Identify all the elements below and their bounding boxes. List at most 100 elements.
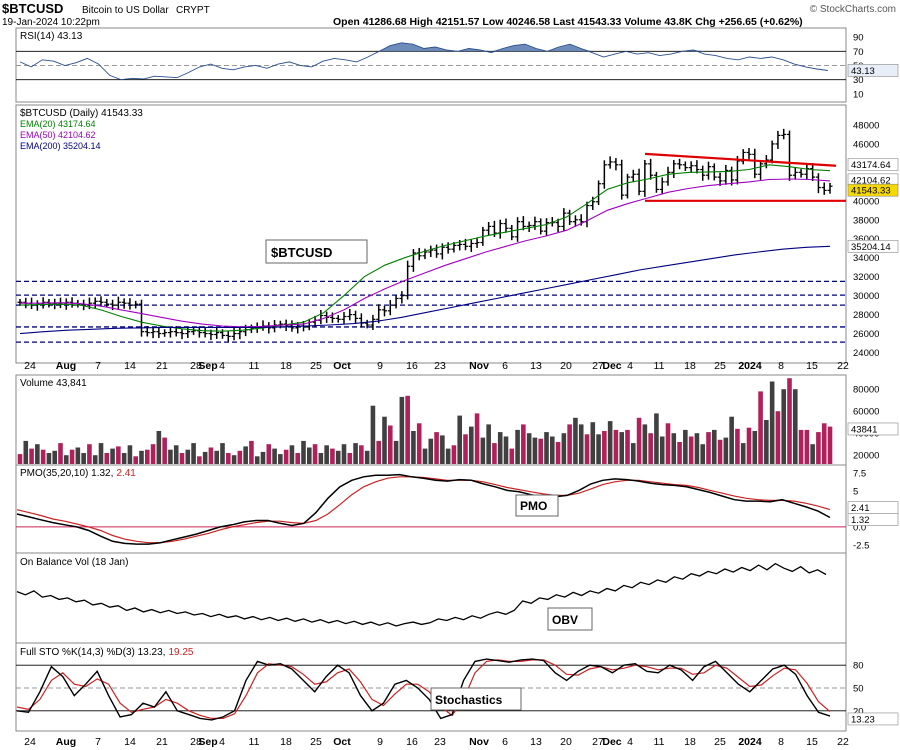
volume-bar bbox=[654, 413, 659, 464]
legend-ema50: EMA(50) 42104.62 bbox=[20, 130, 96, 140]
x-axis-label: 11 bbox=[249, 360, 260, 372]
x-axis-label: 21 bbox=[156, 736, 168, 748]
sto-title-values: Full STO %K(14,3) %D(3) 13.23, bbox=[20, 647, 165, 658]
volume-bar bbox=[185, 449, 191, 464]
obv-panel bbox=[15, 552, 847, 644]
ema200-line bbox=[19, 245, 831, 335]
volume-bar bbox=[735, 428, 740, 464]
x-axis-label: 11 bbox=[654, 736, 665, 748]
x-axis-label: 18 bbox=[280, 736, 292, 748]
volume-bar bbox=[104, 453, 110, 464]
x-axis-label: 13 bbox=[530, 360, 542, 372]
x-axis-label: Oct bbox=[333, 736, 351, 748]
x-axis-label: Aug bbox=[56, 360, 76, 372]
volume-bar bbox=[723, 437, 729, 464]
symbol-annotation: $BTCUSD bbox=[271, 245, 332, 260]
volume-bar bbox=[306, 447, 312, 464]
volume-bar bbox=[792, 389, 798, 464]
volume-bar bbox=[532, 437, 538, 464]
volume-bar bbox=[347, 453, 353, 464]
volume-bar bbox=[474, 413, 480, 464]
volume-bar bbox=[405, 395, 410, 464]
pmo-annotation: PMO bbox=[520, 499, 547, 513]
volume-bar bbox=[706, 432, 711, 464]
volume-bar bbox=[23, 440, 29, 464]
volume-bar bbox=[173, 445, 179, 464]
obv-line bbox=[16, 562, 827, 627]
volume-bar bbox=[121, 453, 127, 464]
volume-bar bbox=[289, 445, 295, 464]
x-axis-label: 20 bbox=[560, 736, 572, 748]
volume-bar bbox=[341, 444, 347, 464]
volume-bar bbox=[798, 429, 804, 464]
x-axis-label: 11 bbox=[249, 736, 260, 748]
volume-bar bbox=[139, 450, 144, 464]
volume-bar bbox=[717, 439, 723, 464]
volume-bar bbox=[810, 444, 815, 464]
volume-bar bbox=[677, 442, 682, 464]
volume-bar bbox=[549, 436, 555, 464]
volume-bar bbox=[457, 415, 463, 464]
x-axis-label: 16 bbox=[406, 360, 418, 372]
x-axis-label: 18 bbox=[280, 360, 292, 372]
volume-bar bbox=[434, 432, 439, 464]
volume-bar bbox=[191, 443, 196, 464]
price-y-tick: 40000 bbox=[853, 196, 879, 207]
volume-bar bbox=[711, 429, 717, 464]
pmo-signal-tag: 2.41 bbox=[851, 503, 870, 514]
x-axis-label: Oct bbox=[333, 360, 351, 372]
rsi-y-tick: 70 bbox=[853, 47, 864, 58]
x-axis-label: Dec bbox=[602, 360, 621, 372]
volume-bar bbox=[295, 453, 301, 464]
price-y-tick: 36000 bbox=[853, 234, 879, 245]
volume-bar bbox=[740, 443, 746, 464]
price-y-tick: 24000 bbox=[853, 348, 879, 359]
volume-bar bbox=[214, 450, 220, 464]
x-axis-label: Nov bbox=[469, 736, 489, 748]
volume-bar bbox=[156, 431, 162, 464]
symbol-title: $BTCUSD bbox=[2, 1, 63, 16]
volume-bar bbox=[683, 429, 688, 464]
volume-bar bbox=[353, 443, 358, 464]
rsi-last-tag-bg bbox=[847, 64, 899, 77]
volume-bar bbox=[671, 433, 677, 464]
sto-last-tag: 13.23 bbox=[851, 714, 875, 725]
volume-bar bbox=[694, 433, 700, 464]
obv-annotation-box bbox=[547, 607, 593, 631]
volume-bar bbox=[503, 436, 509, 464]
price-tag: 43174.64 bbox=[851, 160, 891, 171]
volume-bar bbox=[526, 433, 532, 464]
volume-bar bbox=[625, 429, 630, 464]
volume-bar bbox=[538, 438, 544, 464]
volume-bar bbox=[630, 443, 636, 464]
x-axis-label: 7 bbox=[95, 360, 101, 372]
x-axis-label: 28 bbox=[190, 736, 202, 748]
volume-title: Volume 43,841 bbox=[20, 378, 87, 389]
price-y-tick: 48000 bbox=[853, 120, 879, 131]
volume-bar bbox=[602, 431, 607, 464]
sto-y-tick: 20 bbox=[853, 706, 864, 717]
volume-bar bbox=[509, 448, 515, 464]
volume-bar bbox=[729, 416, 734, 464]
x-axis-label: Nov bbox=[469, 360, 489, 372]
x-axis-label: 27 bbox=[592, 360, 604, 372]
obv-layer bbox=[16, 562, 827, 627]
volume-bar bbox=[758, 391, 763, 464]
volume-bar bbox=[422, 448, 428, 464]
volume-bar bbox=[804, 429, 810, 464]
volume-bar bbox=[515, 429, 520, 464]
volume-bar bbox=[781, 389, 787, 464]
volume-bar bbox=[254, 456, 260, 464]
price-y-tick: 28000 bbox=[853, 310, 879, 321]
volume-bar bbox=[463, 434, 468, 464]
x-axis-label: 25 bbox=[714, 736, 726, 748]
volume-bar bbox=[440, 435, 445, 464]
volume-bar bbox=[75, 447, 81, 464]
volume-bar bbox=[179, 453, 185, 464]
rsi-y-tick: 90 bbox=[853, 33, 864, 44]
volume-bar bbox=[521, 424, 526, 464]
volume-bar bbox=[764, 420, 769, 464]
symbol-name: Bitcoin to US Dollar bbox=[82, 5, 169, 16]
